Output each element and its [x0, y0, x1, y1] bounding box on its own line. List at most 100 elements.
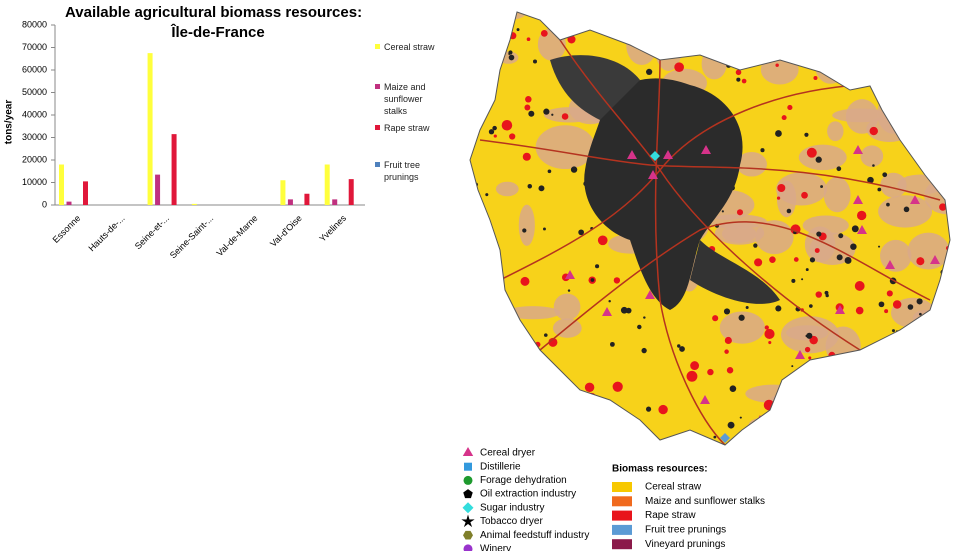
land-patch — [626, 24, 658, 65]
rape-patch — [814, 248, 820, 254]
rape-patch — [769, 256, 776, 263]
resource-label: Cereal straw — [645, 482, 702, 493]
rape-patch — [754, 258, 763, 267]
rape-patch — [745, 432, 752, 439]
rape-patch — [881, 86, 887, 92]
legend-label: Rape straw — [384, 123, 430, 133]
settlement — [820, 185, 824, 189]
settlement — [485, 193, 489, 197]
settlement — [804, 132, 809, 137]
triangle-icon — [565, 270, 575, 279]
rape-patch — [488, 345, 495, 351]
facility-label: Oil extraction industry — [480, 489, 576, 500]
land-patch — [864, 367, 924, 411]
triangle-icon — [853, 145, 863, 154]
settlement — [538, 185, 545, 192]
rape-patch — [476, 385, 485, 394]
rape-patch — [842, 377, 847, 382]
settlement — [508, 54, 515, 61]
settlement — [590, 278, 595, 282]
rape-patch — [854, 281, 865, 291]
rape-patch — [884, 428, 891, 434]
settlement — [921, 331, 926, 337]
settlement — [933, 331, 941, 339]
settlement — [681, 435, 686, 440]
rape-patch — [903, 385, 909, 390]
settlement — [487, 368, 492, 373]
rape-patch — [886, 290, 893, 297]
x-tick-label: Seine-Saint-... — [168, 213, 215, 260]
settlement — [919, 34, 923, 38]
settlement — [867, 396, 872, 401]
settlement — [470, 104, 476, 110]
rape-patch — [777, 183, 786, 192]
rape-patch — [525, 96, 532, 103]
land-patch — [905, 12, 950, 37]
rape-patch — [501, 120, 513, 131]
settlement — [907, 329, 913, 335]
rape-patch — [815, 291, 822, 298]
rape-patch — [813, 76, 818, 81]
legend-icon — [463, 544, 473, 551]
settlement — [543, 333, 548, 337]
settlement — [723, 308, 731, 315]
land-patch — [760, 54, 799, 85]
settlement — [620, 306, 628, 314]
facility-label: Animal feedstuff industry — [480, 530, 589, 541]
x-tick-label: Seine-et-... — [133, 213, 171, 251]
land-patch — [846, 417, 870, 445]
triangle-icon — [857, 225, 867, 234]
rape-patch — [487, 47, 496, 56]
settlement — [927, 51, 931, 55]
land-patch — [886, 354, 917, 389]
rape-patch — [724, 336, 732, 345]
settlement — [738, 12, 744, 14]
resource-label: Maize and sunflower stalks — [645, 496, 765, 507]
settlement — [877, 73, 885, 81]
rape-patch — [933, 311, 939, 317]
rape-patch — [475, 407, 485, 416]
settlement — [897, 88, 902, 93]
settlement — [809, 257, 816, 263]
settlement — [567, 289, 571, 292]
settlement — [828, 55, 836, 62]
legend-label: Cereal straw — [384, 42, 435, 52]
rape-patch — [741, 78, 747, 84]
settlement — [838, 233, 844, 239]
legend-swatch — [375, 84, 380, 89]
land-patch — [793, 377, 847, 421]
rape-patch — [686, 370, 698, 382]
settlement — [887, 66, 892, 71]
legend-icon — [463, 530, 473, 540]
resource-swatch — [612, 524, 632, 535]
resource-label: Fruit tree prunings — [645, 525, 726, 536]
settlement — [738, 314, 745, 321]
resource-label: Vineyard prunings — [645, 539, 725, 550]
triangle-icon — [930, 255, 940, 264]
resource-swatch — [612, 539, 632, 550]
resource-swatch — [612, 496, 632, 507]
settlement — [547, 169, 552, 174]
land-patch — [887, 344, 932, 380]
settlement — [556, 433, 563, 440]
settlement — [851, 225, 859, 233]
settlement — [853, 369, 856, 373]
rape-patch — [646, 46, 655, 55]
rape-patch — [540, 29, 548, 37]
settlement — [508, 50, 513, 55]
rape-patch — [881, 353, 891, 363]
legend-icon — [463, 489, 473, 499]
rape-patch — [855, 306, 864, 315]
facility-label: Distillerie — [480, 461, 521, 472]
settlement — [516, 28, 520, 32]
rape-patch — [871, 56, 876, 62]
y-tick-label: 40000 — [22, 109, 47, 119]
bar — [155, 174, 161, 205]
rape-patch — [861, 406, 871, 416]
settlement — [872, 164, 875, 167]
settlement — [939, 98, 942, 101]
settlement — [475, 255, 478, 258]
y-axis-label: tons/year — [4, 100, 15, 145]
settlement — [903, 114, 909, 120]
